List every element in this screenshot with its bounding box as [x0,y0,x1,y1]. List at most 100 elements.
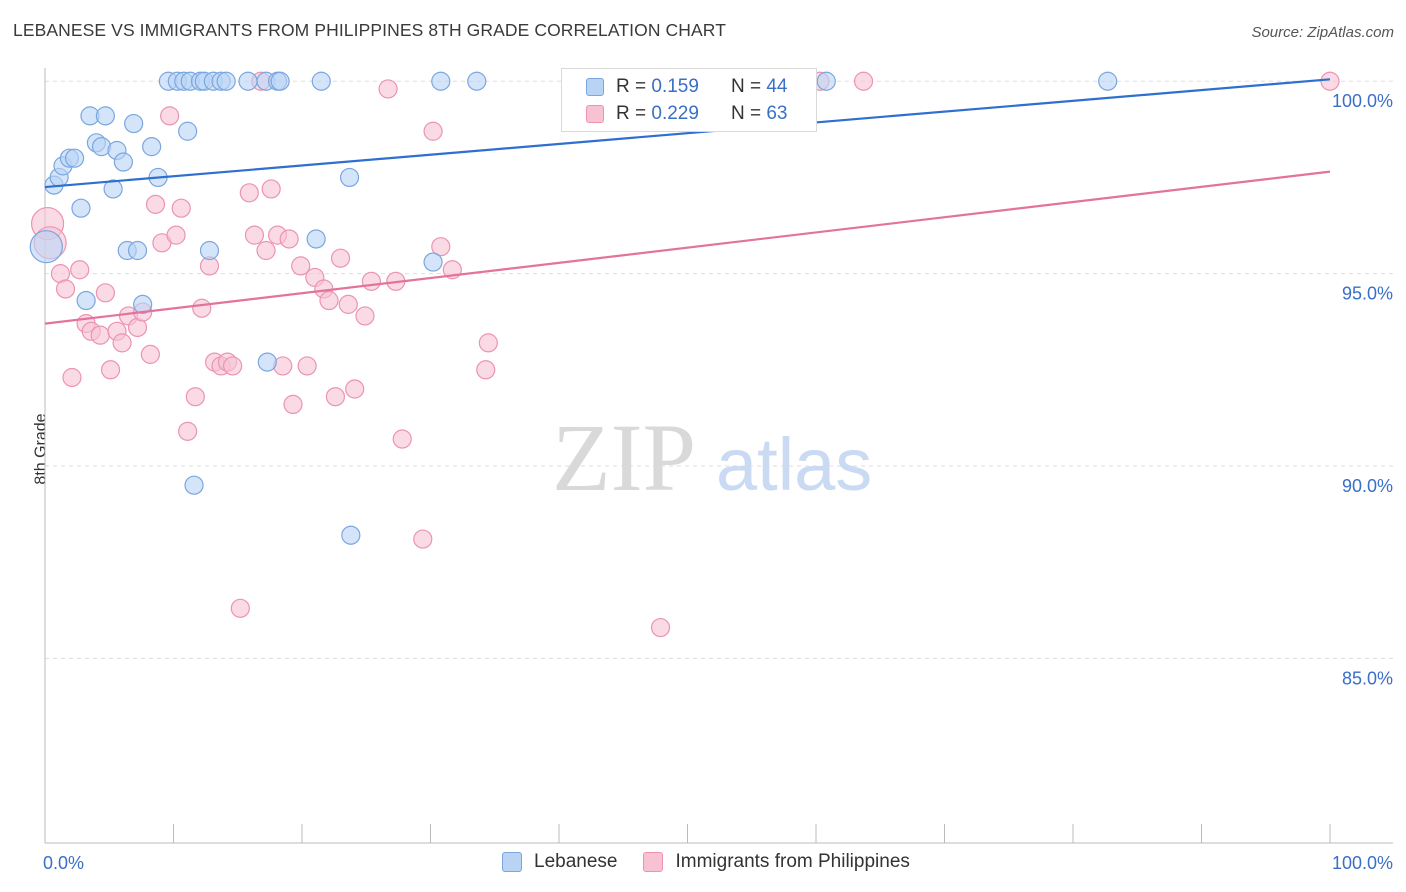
lebanese-point [71,198,91,218]
philippines-point [230,598,250,618]
philippines-point [100,360,121,380]
x-tick-label: 0.0% [43,853,84,873]
philippines-point [244,225,265,245]
philippines-point [62,367,82,388]
philippines-point [423,121,443,141]
lebanese-point [199,240,220,261]
philippines-point [330,248,351,268]
lebanese-point [311,71,331,91]
philippines-point [261,179,281,199]
philippines-swatch-icon [586,105,604,123]
philippines-point [478,333,498,353]
philippines-point [171,198,191,218]
philippines-point [70,260,90,280]
lebanese-point [29,230,63,264]
grid-lines [45,80,1393,659]
philippines-point [291,256,311,276]
tick-labels: 100.0% 95.0% 90.0% 85.0% 0.0% 100.0% [43,91,1393,873]
legend-item-philippines[interactable]: Immigrants from Philippines [643,851,910,873]
r-value-lebanese: 0.159 [651,76,699,97]
lebanese-point [142,137,162,157]
philippines-point [1320,71,1340,91]
lebanese-point [431,71,451,91]
philippines-point [185,387,205,407]
lebanese-swatch-icon [586,78,604,96]
philippines-point [378,79,398,99]
r-label: R = [616,76,647,97]
series-lebanese-points [29,71,1118,545]
philippines-point [192,298,212,318]
lebanese-point [64,148,85,168]
philippines-point [223,356,243,376]
philippines-point [283,394,303,415]
lebanese-legend-swatch-icon [502,852,522,872]
source-label: Source: ZipAtlas.com [1251,24,1394,41]
legend: Lebanese Immigrants from Philippines [502,851,936,873]
philippines-point [279,229,299,249]
legend-item-lebanese[interactable]: Lebanese [502,851,617,873]
y-tick-label: 100.0% [1332,91,1393,111]
lebanese-point [76,290,96,311]
n-label: N = [730,103,762,124]
y-tick-label: 90.0% [1342,476,1393,496]
philippines-legend-swatch-icon [643,852,664,872]
lebanese-point [113,152,133,172]
philippines-trend-line [44,170,1331,325]
philippines-point [256,240,276,261]
lebanese-trend-line [44,78,1331,189]
philippines-point [178,421,198,441]
stats-box: R = 0.159 N = 44 R = 0.229 N = 63 [561,68,817,132]
x-tick-label: 100.0% [1332,853,1393,873]
lebanese-point [184,475,204,495]
philippines-point [90,325,110,345]
lebanese-point [133,294,153,314]
lebanese-point [124,113,144,134]
philippines-point [55,279,76,299]
legend-label-lebanese: Lebanese [534,851,618,872]
lebanese-point [816,71,836,91]
axes [44,68,1393,844]
n-value-lebanese: 44 [766,76,788,97]
philippines-point [361,271,381,291]
lebanese-point [467,71,487,91]
philippines-point [345,379,365,399]
lebanese-point [306,229,326,249]
watermark-zip: ZIP [552,404,696,511]
stats-row-philippines: R = 0.229 N = 63 [586,101,787,127]
lebanese-point [257,352,277,372]
philippines-point [112,333,132,353]
r-label: R = [616,103,647,124]
lebanese-point [1098,71,1118,91]
philippines-point [413,529,433,549]
chart-title: LEBANESE VS IMMIGRANTS FROM PHILIPPINES … [13,20,726,40]
philippines-point [650,617,671,638]
philippines-point [355,306,375,326]
n-value-philippines: 63 [766,103,788,124]
lebanese-point [127,240,148,261]
series-philippines-points [30,71,1340,638]
lebanese-point [95,106,115,126]
stats-row-lebanese: R = 0.159 N = 44 [586,74,787,100]
philippines-point [325,387,346,407]
lebanese-point [178,121,198,141]
philippines-point [853,71,874,91]
trend-lines [44,78,1331,325]
philippines-point [297,356,317,376]
philippines-point [476,360,496,380]
philippines-point [239,183,259,203]
legend-label-philippines: Immigrants from Philippines [675,851,910,872]
philippines-point [392,429,412,449]
philippines-point [431,237,451,257]
n-label: N = [730,76,762,97]
philippines-point [338,294,358,314]
lebanese-point [423,252,443,272]
philippines-point [166,225,186,245]
philippines-point [319,290,339,311]
lebanese-point [238,71,258,91]
philippines-point [95,283,115,303]
watermark: ZIP atlas [552,404,872,511]
philippines-point [145,194,166,214]
lebanese-point [339,167,360,188]
y-tick-label: 95.0% [1342,284,1393,304]
